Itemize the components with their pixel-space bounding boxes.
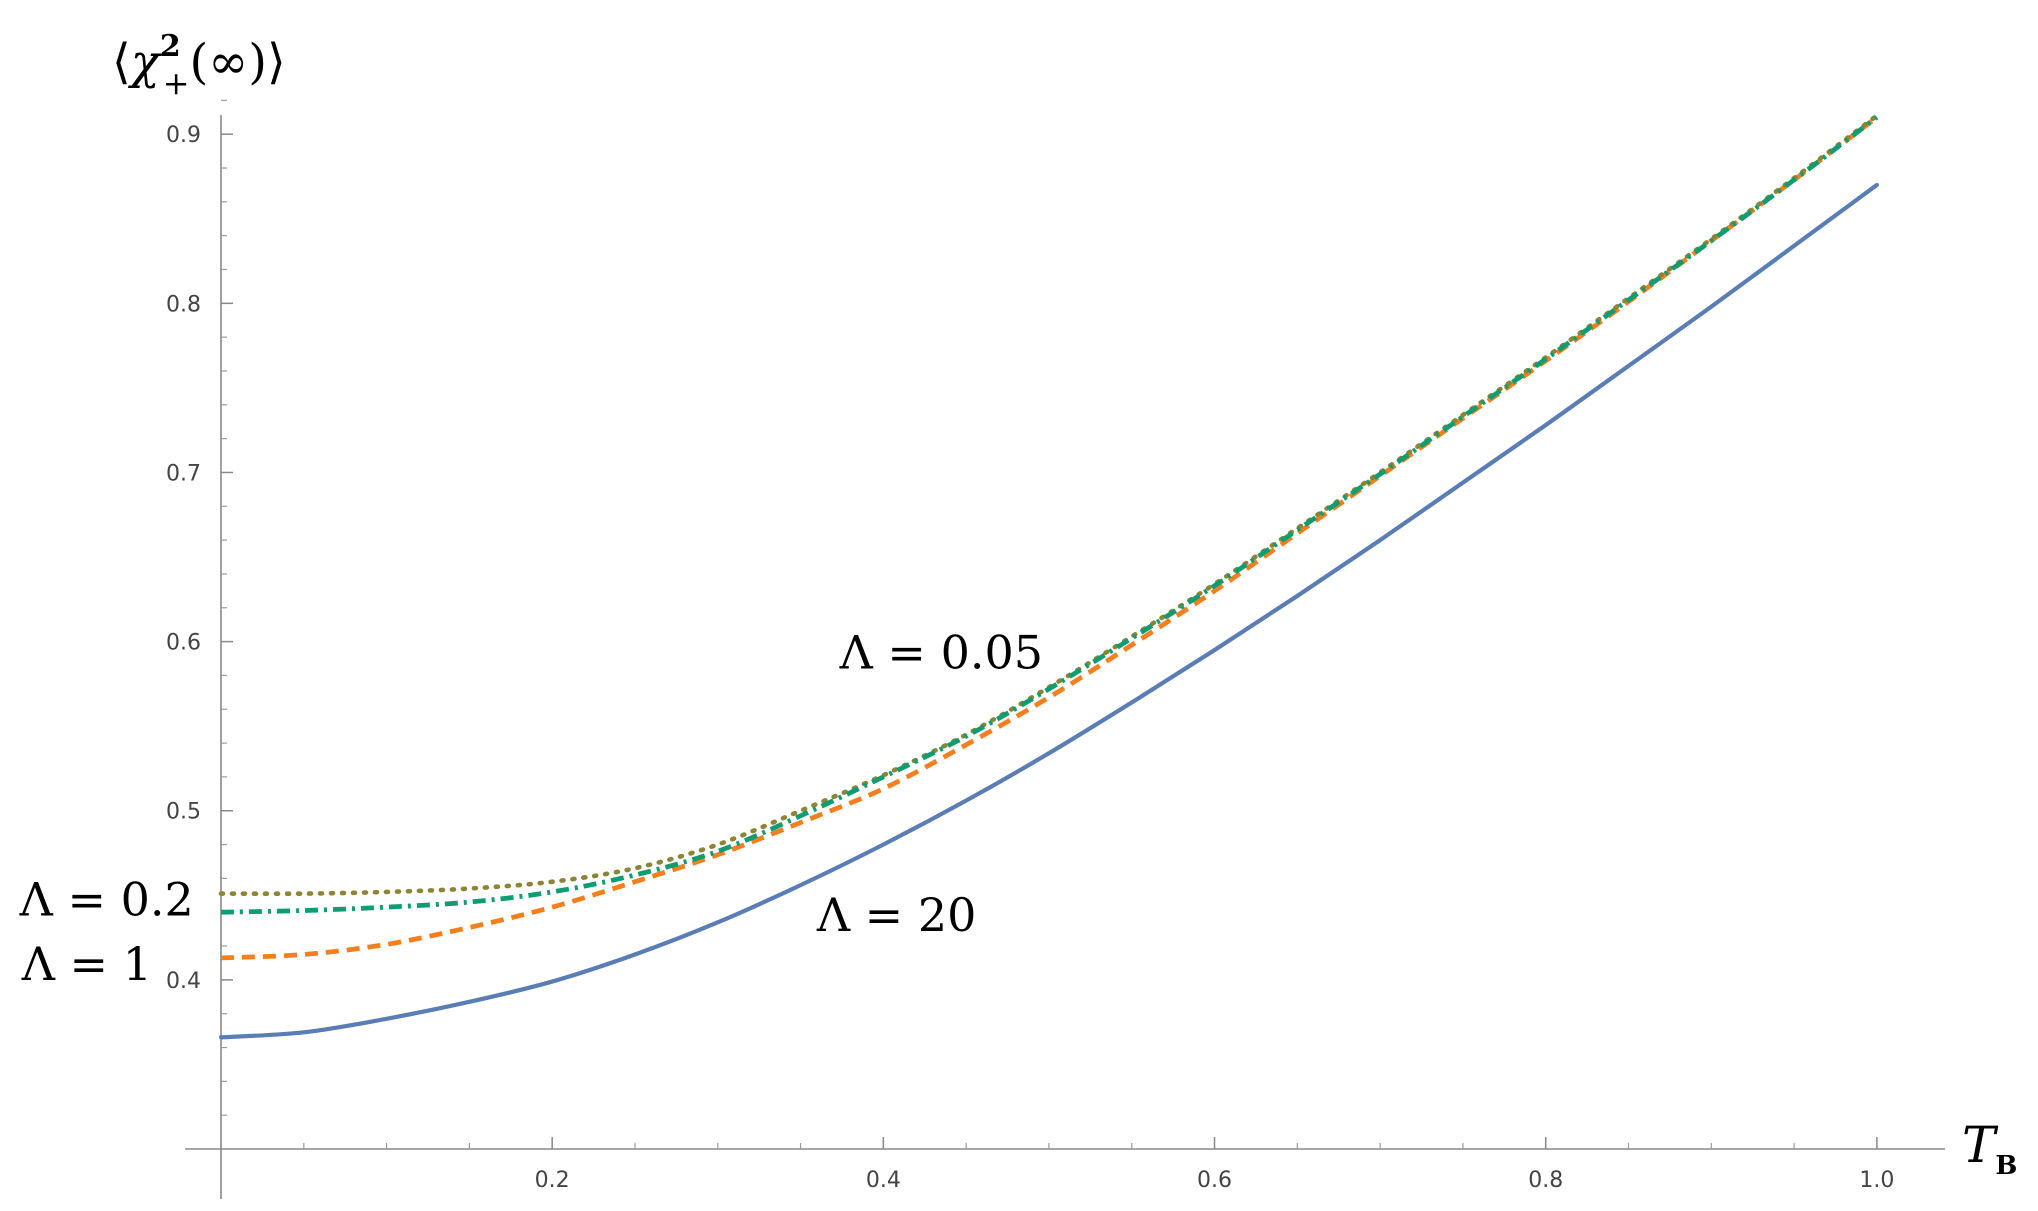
y-tick-label: 0.7 (166, 461, 201, 486)
y-tick-label: 0.6 (166, 631, 201, 656)
series-annotation: Λ = 20 (816, 888, 977, 942)
series-annotation: Λ = 1 (21, 937, 152, 991)
x-tick-label: 1.0 (1859, 1168, 1894, 1193)
y-tick-label: 0.8 (166, 292, 201, 317)
x-tick-label: 0.4 (866, 1168, 901, 1193)
x-axis-label: TB (1962, 1116, 2017, 1181)
series-line-dashed (220, 115, 1879, 961)
x-tick-label: 0.2 (535, 1168, 570, 1193)
axes: 0.2 0.4 0.6 0.8 1.0 0.4 0.5 0.6 0.7 0.8 0.9 (166, 99, 1945, 1199)
y-tick-label: 0.4 (166, 969, 201, 994)
series-line-solid (218, 182, 1879, 1040)
y-ticks: 0.4 0.5 0.6 0.7 0.8 0.9 (166, 99, 233, 1116)
series-line-dashdot (220, 115, 1879, 915)
annotations: Λ = 0.05 Λ = 0.2 Λ = 1 Λ = 20 (19, 626, 1043, 991)
x-tick-label: 0.8 (1528, 1168, 1563, 1193)
y-tick-label: 0.9 (166, 123, 201, 148)
series-annotation: Λ = 0.2 (19, 873, 194, 927)
x-ticks: 0.2 0.4 0.6 0.8 1.0 (303, 1137, 1894, 1193)
x-tick-label: 0.6 (1197, 1168, 1232, 1193)
y-tick-label: 0.5 (166, 800, 201, 825)
series-annotation: Λ = 0.05 (839, 626, 1043, 680)
y-axis-label: ⟨χ2 +(∞)⟩ (112, 29, 286, 102)
series-layer (218, 113, 1880, 1040)
series-line-dotted (218, 113, 1880, 897)
